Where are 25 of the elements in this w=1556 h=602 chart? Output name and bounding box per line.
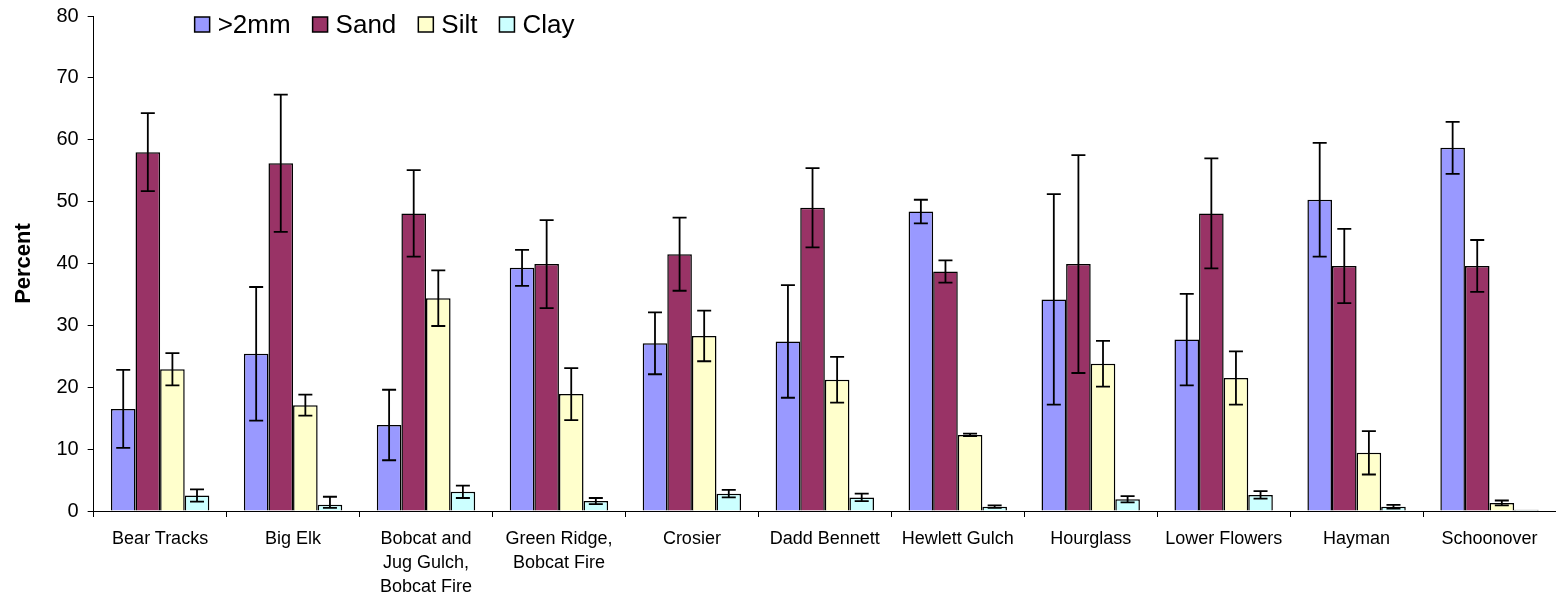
x-tick-label: Dadd Bennett [769,527,880,548]
x-tick-label: Hourglass [1050,527,1132,548]
y-tick-label: 30 [56,312,79,335]
y-tick-label: 0 [67,498,79,521]
y-tick-label: 20 [56,374,79,397]
x-tick-label: Crosier [662,527,721,548]
y-tick-label: 10 [56,436,79,459]
legend-label: >2mm [217,8,291,39]
y-tick-label: 40 [56,251,79,274]
y-tick-label: 70 [56,65,79,88]
legend-label: Sand [335,8,397,39]
legend-label: Silt [441,8,479,39]
x-tick-label: Lower Flowers [1165,527,1283,548]
x-tick-label: Green Ridge, Bobcat Fire [505,527,613,572]
legend-label: Clay [522,8,575,39]
x-tick-label: Big Elk [265,527,323,548]
x-tick-label: Bear Tracks [112,527,209,548]
x-tick-label: Bobcat and Jug Gulch, Bobcat Fire [379,527,473,596]
x-tick-label: Hewlett Gulch [901,527,1014,548]
y-axis-title: Percent [10,222,36,304]
y-tick-label: 80 [56,3,79,26]
y-tick-label: 60 [56,127,79,150]
x-tick-label: Hayman [1323,527,1391,548]
y-tick-label: 50 [56,189,79,212]
x-tick-label: Schoonover [1441,527,1538,548]
